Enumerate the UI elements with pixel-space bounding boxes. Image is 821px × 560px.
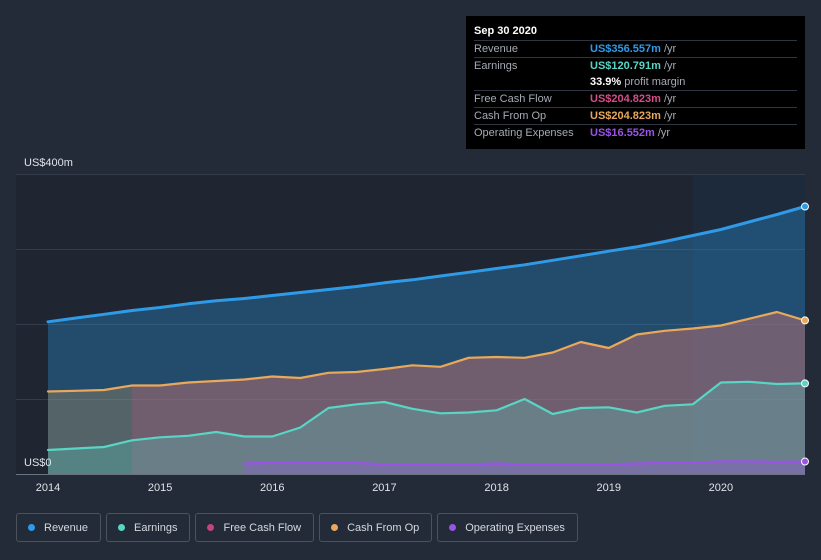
free-cash-flow-area (132, 312, 806, 474)
earnings-area (48, 381, 805, 474)
tooltip-row-free-cash-flow: Free Cash Flow US$204.823m /yr (474, 90, 797, 107)
legend-item-free-cash-flow[interactable]: Free Cash Flow (195, 513, 315, 542)
y-axis-top-label: US$400m (24, 157, 73, 169)
tooltip-row-earnings: Earnings US$120.791m /yr (474, 57, 797, 74)
revenue-area (48, 206, 805, 474)
tooltip-unit: /yr (663, 43, 677, 55)
legend-label: Operating Expenses (465, 521, 565, 534)
tooltip-unit: /yr (663, 60, 677, 72)
tooltip-unit: /yr (663, 110, 677, 122)
legend: Revenue Earnings Free Cash Flow Cash Fro… (16, 513, 578, 542)
tooltip-value: US$356.557m (590, 43, 661, 55)
tooltip-value: US$204.823m (590, 110, 661, 122)
tooltip: Sep 30 2020 Revenue US$356.557m /yr Earn… (466, 16, 805, 149)
tooltip-value: US$120.791m (590, 60, 661, 72)
legend-item-operating-expenses[interactable]: Operating Expenses (437, 513, 578, 542)
legend-item-cash-from-op[interactable]: Cash From Op (319, 513, 433, 542)
legend-item-revenue[interactable]: Revenue (16, 513, 102, 542)
x-tick-label: 2020 (709, 482, 733, 494)
x-tick-label: 2017 (372, 482, 396, 494)
legend-item-earnings[interactable]: Earnings (106, 513, 191, 542)
earnings-dot-icon (118, 524, 126, 531)
tooltip-value: US$204.823m (590, 93, 661, 105)
cash-from-op-area (48, 312, 805, 474)
x-tick-label: 2015 (148, 482, 172, 494)
gridlines (16, 174, 805, 475)
y-axis-bottom-label: US$0 (24, 457, 52, 469)
earnings-line (46, 380, 807, 452)
tooltip-row-profit-margin: 33.9% profit margin (474, 74, 797, 90)
tooltip-label: Cash From Op (474, 110, 547, 122)
operating-expenses-line (243, 460, 807, 466)
operating-expenses-dot-icon (449, 524, 457, 531)
tooltip-label (474, 74, 590, 90)
cash-from-op-end-marker (801, 316, 809, 325)
earnings-end-marker (801, 379, 809, 388)
cash-from-op-dot-icon (331, 524, 339, 531)
revenue-line (46, 205, 807, 324)
revenue-end-marker (801, 202, 809, 211)
tooltip-value: 33.9% (590, 76, 622, 88)
tooltip-row-operating-expenses: Operating Expenses US$16.552m /yr (474, 124, 797, 141)
legend-label: Revenue (44, 521, 89, 534)
x-tick-label: 2018 (484, 482, 508, 494)
tooltip-unit: /yr (663, 93, 677, 105)
free-cash-flow-dot-icon (207, 524, 215, 531)
tooltip-label: Revenue (474, 43, 519, 55)
tooltip-label: Free Cash Flow (474, 93, 552, 105)
legend-label: Free Cash Flow (223, 521, 302, 534)
cash-from-op-line (46, 310, 807, 393)
tooltip-label: Earnings (474, 60, 518, 72)
x-tick-label: 2014 (36, 482, 60, 494)
x-axis: 2014 2015 2016 2017 2018 2019 2020 (36, 482, 733, 494)
x-tick-label: 2019 (596, 482, 620, 494)
x-tick-label: 2016 (260, 482, 284, 494)
tooltip-value: US$16.552m (590, 127, 655, 139)
legend-label: Earnings (134, 521, 178, 534)
tooltip-date: Sep 30 2020 (474, 25, 537, 37)
tooltip-label: Operating Expenses (474, 127, 574, 139)
operating-expenses-end-marker (801, 457, 809, 466)
tooltip-unit: /yr (657, 127, 671, 139)
legend-label: Cash From Op (347, 521, 420, 534)
revenue-dot-icon (28, 524, 35, 531)
tooltip-unit: profit margin (624, 76, 686, 88)
tooltip-row-revenue: Revenue US$356.557m /yr (474, 40, 797, 57)
tooltip-row-cash-from-op: Cash From Op US$204.823m /yr (474, 107, 797, 124)
